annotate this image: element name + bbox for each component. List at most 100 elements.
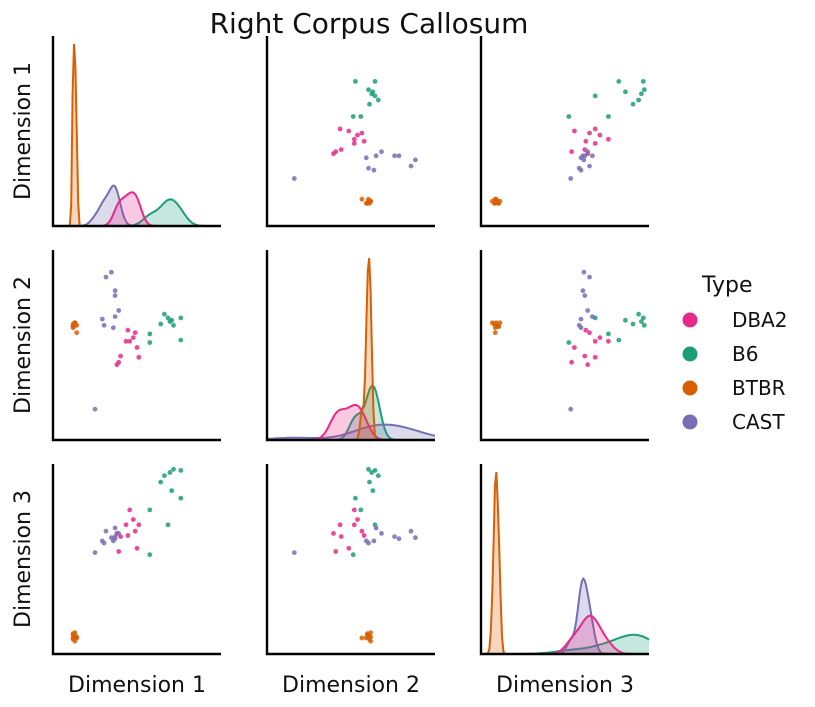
point-b6-r1c2-5 [369,91,375,97]
point-cast-r2c1-3 [101,322,107,328]
axes-frame-r2c3 [479,250,649,442]
point-cast-r3c2-6 [371,538,377,544]
point-cast-r3c1-7 [92,550,98,555]
point-cast-r2c3-3 [576,322,582,328]
kde-line-btbr-3 [481,471,649,655]
point-btbr-r2c1-8 [74,322,80,328]
point-dba2-r3c1-1 [130,517,136,522]
point-cast-r1c2-2 [363,155,369,161]
point-cast-r1c3-1 [585,149,591,155]
point-cast-r2c3-1 [585,308,591,313]
point-cast-r3c2-8 [392,534,397,539]
point-b6-r2c1-2 [178,315,184,321]
point-cast-r1c3-6 [578,167,584,173]
point-btbr-r3c1-8 [74,634,80,640]
point-b6-r1c2-9 [367,101,372,107]
point-b6-r2c1-9 [158,321,164,327]
legend-label-btbr: BTBR [732,376,786,400]
point-cast-r3c1-6 [99,538,105,544]
point-btbr-r2c1-4 [74,330,80,336]
point-dba2-r2c1-6 [134,345,140,350]
point-cast-r2c1-7 [92,406,98,412]
point-cast-r1c3-9 [587,163,592,169]
point-b6-r3c1-4 [178,495,184,501]
point-dba2-r1c3-5 [592,126,598,132]
kde-fill-dba2-1 [53,192,221,226]
point-cast-r2c3-0 [590,314,595,319]
point-dba2-r1c2-5 [337,126,343,132]
point-b6-r3c1-1 [171,466,176,472]
point-cast-r2c3-8 [582,293,588,298]
chart-title: Right Corpus Callosum [210,7,529,40]
point-b6-r2c3-0 [623,317,628,323]
point-dba2-r2c3-6 [572,345,577,350]
point-b6-r1c3-9 [630,101,636,107]
axes-frame-r3c1 [51,464,221,656]
point-cast-r2c3-5 [580,288,586,294]
point-b6-r1c3-0 [623,89,628,95]
legend-marker-b6 [682,346,698,362]
point-b6-r2c3-4 [616,337,622,343]
point-cast-r1c3-0 [590,153,595,159]
point-btbr-r2c1-9 [70,325,76,331]
point-btbr-r3c1-9 [70,635,76,641]
point-cast-r3c2-5 [396,536,402,542]
legend-label-b6: B6 [732,342,758,366]
point-cast-r2c1-4 [109,269,114,275]
point-b6-r2c1-1 [171,322,176,328]
point-b6-r3c1-2 [178,468,184,473]
point-b6-r2c1-8 [147,340,153,345]
point-btbr-r1c3-9 [492,200,498,206]
point-cast-r2c1-6 [99,316,105,322]
point-b6-r2c1-5 [167,319,173,324]
point-cast-r1c2-5 [396,153,402,159]
point-cast-r1c2-1 [379,149,384,155]
point-dba2-r2c3-2 [592,338,598,344]
axes-frame-r3c3 [479,464,649,656]
point-dba2-r2c1-3 [125,327,131,333]
point-dba2-r3c2-8 [331,531,336,536]
point-btbr-r3c2-6 [368,638,373,644]
point-cast-r1c3-7 [568,176,574,181]
point-dba2-r3c2-7 [338,534,344,539]
point-b6-r1c3-1 [641,87,647,93]
point-b6-r1c3-4 [616,79,622,84]
point-btbr-r3c2-9 [363,635,369,641]
legend-label-cast: CAST [732,410,785,434]
point-dba2-r1c2-0 [351,136,357,142]
point-b6-r3c2-8 [350,552,356,558]
point-dba2-r2c3-0 [606,338,611,344]
point-b6-r1c3-2 [640,79,646,84]
point-dba2-r3c1-5 [136,522,142,528]
point-cast-r2c1-1 [116,308,122,313]
point-dba2-r3c2-9 [333,549,339,554]
x-axis-label-1: Dimension 1 [68,673,206,698]
point-dba2-r2c3-4 [587,330,592,336]
point-dba2-r2c1-4 [132,330,138,336]
kde-fill-dba2-3 [481,615,649,654]
legend: Type DBA2 B6 BTBR CAST [682,273,788,434]
point-b6-r3c1-7 [162,473,167,479]
point-cast-r1c2-0 [373,153,379,159]
point-dba2-r3c1-9 [116,549,122,554]
point-dba2-r2c1-5 [136,354,142,360]
point-cast-r3c2-4 [413,535,418,541]
point-b6-r2c3-9 [630,321,636,327]
point-cast-r2c3-6 [578,316,584,322]
legend-marker-cast [682,414,698,430]
point-cast-r1c2-3 [366,165,371,171]
point-dba2-r1c3-4 [587,130,592,136]
point-cast-r2c3-9 [587,274,592,280]
point-dba2-r2c3-7 [582,353,588,359]
point-b6-r3c1-3 [165,522,171,528]
point-b6-r2c3-7 [636,311,641,317]
point-dba2-r3c1-6 [134,545,140,551]
point-b6-r1c2-4 [353,79,358,84]
point-b6-r2c3-6 [606,331,611,337]
point-cast-r1c3-8 [582,153,588,159]
point-dba2-r3c2-5 [337,522,343,528]
point-dba2-r3c1-4 [132,528,138,534]
point-dba2-r1c2-9 [333,149,339,155]
point-b6-r2c1-3 [165,315,171,321]
point-dba2-r3c2-4 [359,528,365,534]
